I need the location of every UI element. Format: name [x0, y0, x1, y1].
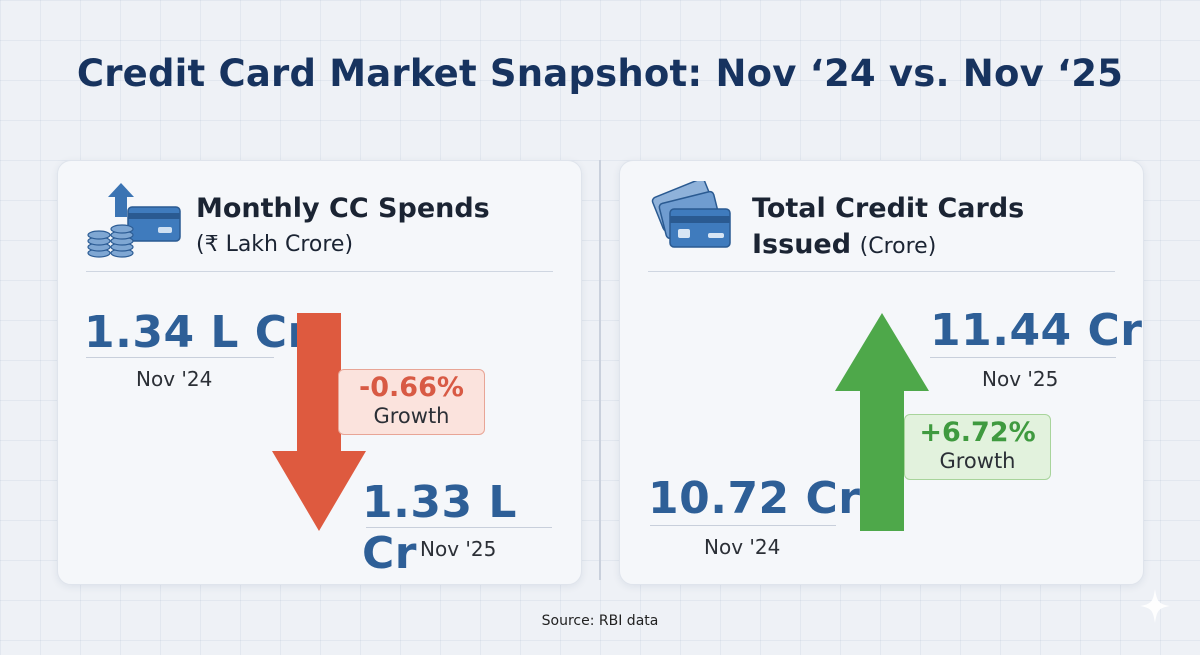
value-underline [650, 525, 836, 526]
center-divider [599, 160, 601, 580]
credit-cards-icon [651, 181, 731, 248]
value-underline [86, 357, 274, 358]
growth-badge: -0.66% Growth [338, 369, 485, 435]
value-after: 1.33 L Cr [362, 477, 517, 579]
monthly-spends-card: Monthly CC Spends (₹ Lakh Crore) 1.34 L … [57, 160, 582, 585]
cards-issued-card: Total Credit Cards Issued (Crore) 11.44 … [619, 160, 1144, 585]
growth-label: Growth [939, 449, 1016, 473]
growth-label: Growth [373, 404, 450, 428]
card-title: Monthly CC Spends (₹ Lakh Crore) [196, 191, 490, 263]
period-before: Nov '24 [136, 367, 213, 391]
period-after: Nov '25 [420, 537, 497, 561]
value-underline [366, 527, 552, 528]
period-before: Nov '24 [704, 535, 781, 559]
card-title-main: Monthly CC Spends [196, 193, 490, 224]
card-title: Total Credit Cards Issued (Crore) [752, 191, 1024, 265]
card-separator [86, 271, 553, 272]
growth-percent: +6.72% [919, 417, 1036, 448]
page-title: Credit Card Market Snapshot: Nov ‘24 vs.… [76, 52, 1124, 95]
value-before: 1.34 L Cr [84, 307, 310, 358]
card-separator [648, 271, 1115, 272]
period-after: Nov '25 [982, 367, 1059, 391]
growth-badge: +6.72% Growth [904, 414, 1051, 480]
card-subtitle: (₹ Lakh Crore) [196, 232, 354, 257]
down-arrow-icon [272, 313, 366, 531]
sparkle-icon [1140, 589, 1170, 623]
card-subtitle: (Crore) [859, 234, 937, 259]
value-after: 11.44 Cr [930, 305, 1143, 356]
card-title-main: Total Credit Cards [752, 193, 1025, 224]
source-note: Source: RBI data [541, 613, 659, 629]
value-before: 10.72 Cr [648, 473, 861, 524]
value-underline [930, 357, 1116, 358]
growth-percent: -0.66% [359, 372, 464, 403]
card-title-line2: Issued [752, 229, 852, 260]
up-arrow-icon [835, 313, 929, 531]
coins-card-arrow-icon [87, 183, 181, 258]
